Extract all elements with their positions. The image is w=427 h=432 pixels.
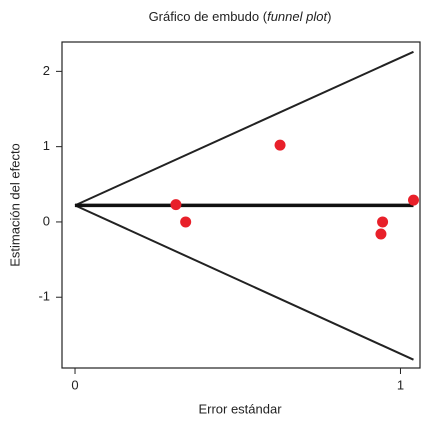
y-tick-label: -1 <box>38 289 50 304</box>
y-tick-label: 1 <box>43 138 50 153</box>
point <box>180 216 192 228</box>
y-tick-label: 0 <box>43 213 50 228</box>
point <box>274 139 286 151</box>
point <box>375 228 387 240</box>
point <box>407 194 419 206</box>
title-part: Gráfico de embudo ( <box>149 9 268 24</box>
y-axis-label: Estimación del efecto <box>7 143 22 267</box>
chart-title: Gráfico de embudo (funnel plot) <box>149 9 332 24</box>
title-part: funnel plot <box>267 9 328 24</box>
title-part: ) <box>327 9 331 24</box>
y-tick-label: 2 <box>43 63 50 78</box>
plot-frame <box>61 41 421 369</box>
point <box>170 199 182 211</box>
x-tick-label: 1 <box>397 377 404 392</box>
point <box>377 216 389 228</box>
x-axis-label: Error estándar <box>198 401 282 416</box>
funnel-line <box>74 50 414 207</box>
x-tick-label: 0 <box>71 377 78 392</box>
funnel-line <box>74 204 414 361</box>
